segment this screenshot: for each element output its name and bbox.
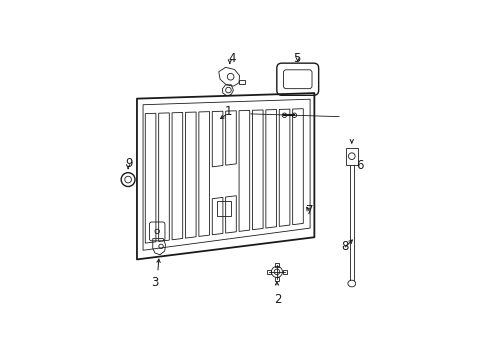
Text: 4: 4 [228, 52, 236, 65]
Text: 7: 7 [306, 204, 313, 217]
Text: 6: 6 [356, 159, 363, 172]
Text: 2: 2 [274, 293, 282, 306]
Text: 9: 9 [125, 157, 133, 170]
Text: 1: 1 [224, 105, 232, 118]
Text: 3: 3 [151, 276, 158, 289]
Text: 5: 5 [292, 52, 300, 65]
Text: 8: 8 [341, 240, 348, 253]
